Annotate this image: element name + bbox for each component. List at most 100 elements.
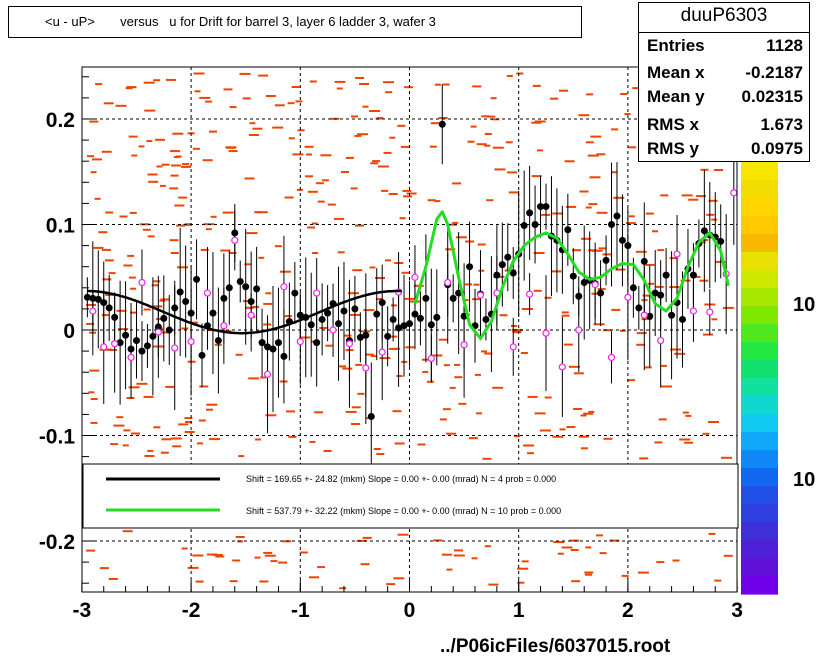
data-point-open (329, 326, 337, 334)
data-point (138, 347, 146, 355)
hist-cell (619, 329, 626, 332)
hist-cell (181, 165, 192, 168)
hist-cell (672, 559, 680, 562)
hist-cell (309, 80, 317, 83)
hist-cell (559, 89, 568, 92)
hist-cell (279, 270, 291, 273)
hist-cell (160, 451, 169, 454)
data-point (307, 321, 315, 329)
hist-cell (552, 212, 564, 215)
hist-cell (181, 547, 188, 550)
data-point (280, 352, 288, 360)
data-point (100, 299, 108, 307)
hist-cell (391, 335, 398, 338)
hist-cell (317, 200, 325, 203)
hist-cell (507, 171, 518, 174)
hist-cell (116, 416, 124, 419)
hist-cell (680, 279, 691, 282)
hist-cell (147, 173, 158, 176)
data-point-open (89, 307, 97, 315)
hist-cell (356, 539, 367, 542)
data-point (83, 293, 91, 301)
data-point (668, 311, 676, 319)
hist-cell (105, 293, 116, 296)
data-point-open (203, 289, 212, 297)
hist-cell (323, 450, 332, 452)
stats-box: duuP6303 Entries 1128 Mean x -0.2187 Mean … (638, 2, 810, 162)
hist-cell (596, 153, 606, 156)
hist-cell (447, 223, 457, 226)
hist-cell (184, 223, 192, 226)
data-point (176, 288, 184, 296)
hist-cell (508, 191, 519, 194)
hist-cell (571, 580, 581, 583)
hist-cell (588, 203, 598, 206)
data-point (154, 323, 162, 331)
hist-cell (259, 580, 269, 583)
hist-cell (685, 414, 692, 417)
data-point (378, 299, 386, 307)
hist-cell (153, 426, 161, 429)
hist-cell (307, 226, 316, 229)
palette-cell (741, 558, 778, 577)
hist-cell (146, 140, 153, 143)
palette-cell (741, 522, 778, 541)
hist-cell (581, 237, 591, 240)
hist-cell (143, 81, 155, 84)
hist-cell (126, 86, 137, 89)
hist-cell (656, 561, 665, 564)
hist-cell (434, 200, 441, 203)
y-tick-label: 0.1 (46, 215, 76, 238)
hist-cell (235, 353, 243, 356)
title-box: <u - uP> versus u for Drift for barrel 3… (8, 6, 582, 38)
hist-cell (92, 158, 102, 161)
hist-cell (536, 149, 543, 152)
hist-cell (360, 563, 370, 566)
hist-cell (579, 190, 589, 193)
hist-cell (192, 147, 200, 150)
hist-cell (98, 231, 108, 234)
data-point (482, 315, 490, 323)
data-point (231, 229, 239, 237)
hist-cell (171, 164, 181, 167)
data-point-open (231, 236, 239, 244)
hist-cell (723, 554, 733, 557)
hist-cell (491, 118, 500, 121)
stats-value: 0.02315 (741, 87, 803, 106)
data-point-open (313, 289, 321, 297)
hist-cell (390, 304, 397, 307)
data-point (717, 237, 725, 245)
hist-cell (93, 246, 104, 249)
data-point (373, 310, 381, 318)
hist-cell (611, 171, 617, 174)
hist-cell (270, 560, 278, 563)
hist-cell (453, 554, 465, 557)
hist-cell (641, 318, 652, 321)
data-point-open (460, 341, 468, 349)
hist-cell (206, 553, 217, 556)
hist-cell (563, 343, 573, 346)
hist-cell (148, 180, 159, 183)
data-point (509, 269, 517, 277)
hist-cell (123, 429, 131, 432)
hist-cell (488, 583, 499, 586)
hist-cell (446, 432, 457, 435)
hist-cell (700, 168, 709, 171)
hist-cell (263, 551, 273, 554)
hist-cell (89, 369, 100, 372)
hist-cell (246, 232, 258, 235)
data-point (133, 337, 140, 345)
palette-cell (741, 468, 778, 487)
hist-cell (561, 546, 573, 549)
hist-cell (441, 553, 452, 556)
hist-cell (359, 83, 370, 85)
hist-cell (572, 249, 581, 252)
hist-cell (657, 249, 665, 252)
hist-cell (127, 254, 135, 257)
hist-cell (578, 435, 589, 438)
hist-cell (195, 580, 204, 583)
hist-cell (90, 398, 98, 400)
hist-cell (126, 397, 135, 399)
data-point-open (154, 328, 162, 336)
hist-cell (206, 408, 213, 411)
